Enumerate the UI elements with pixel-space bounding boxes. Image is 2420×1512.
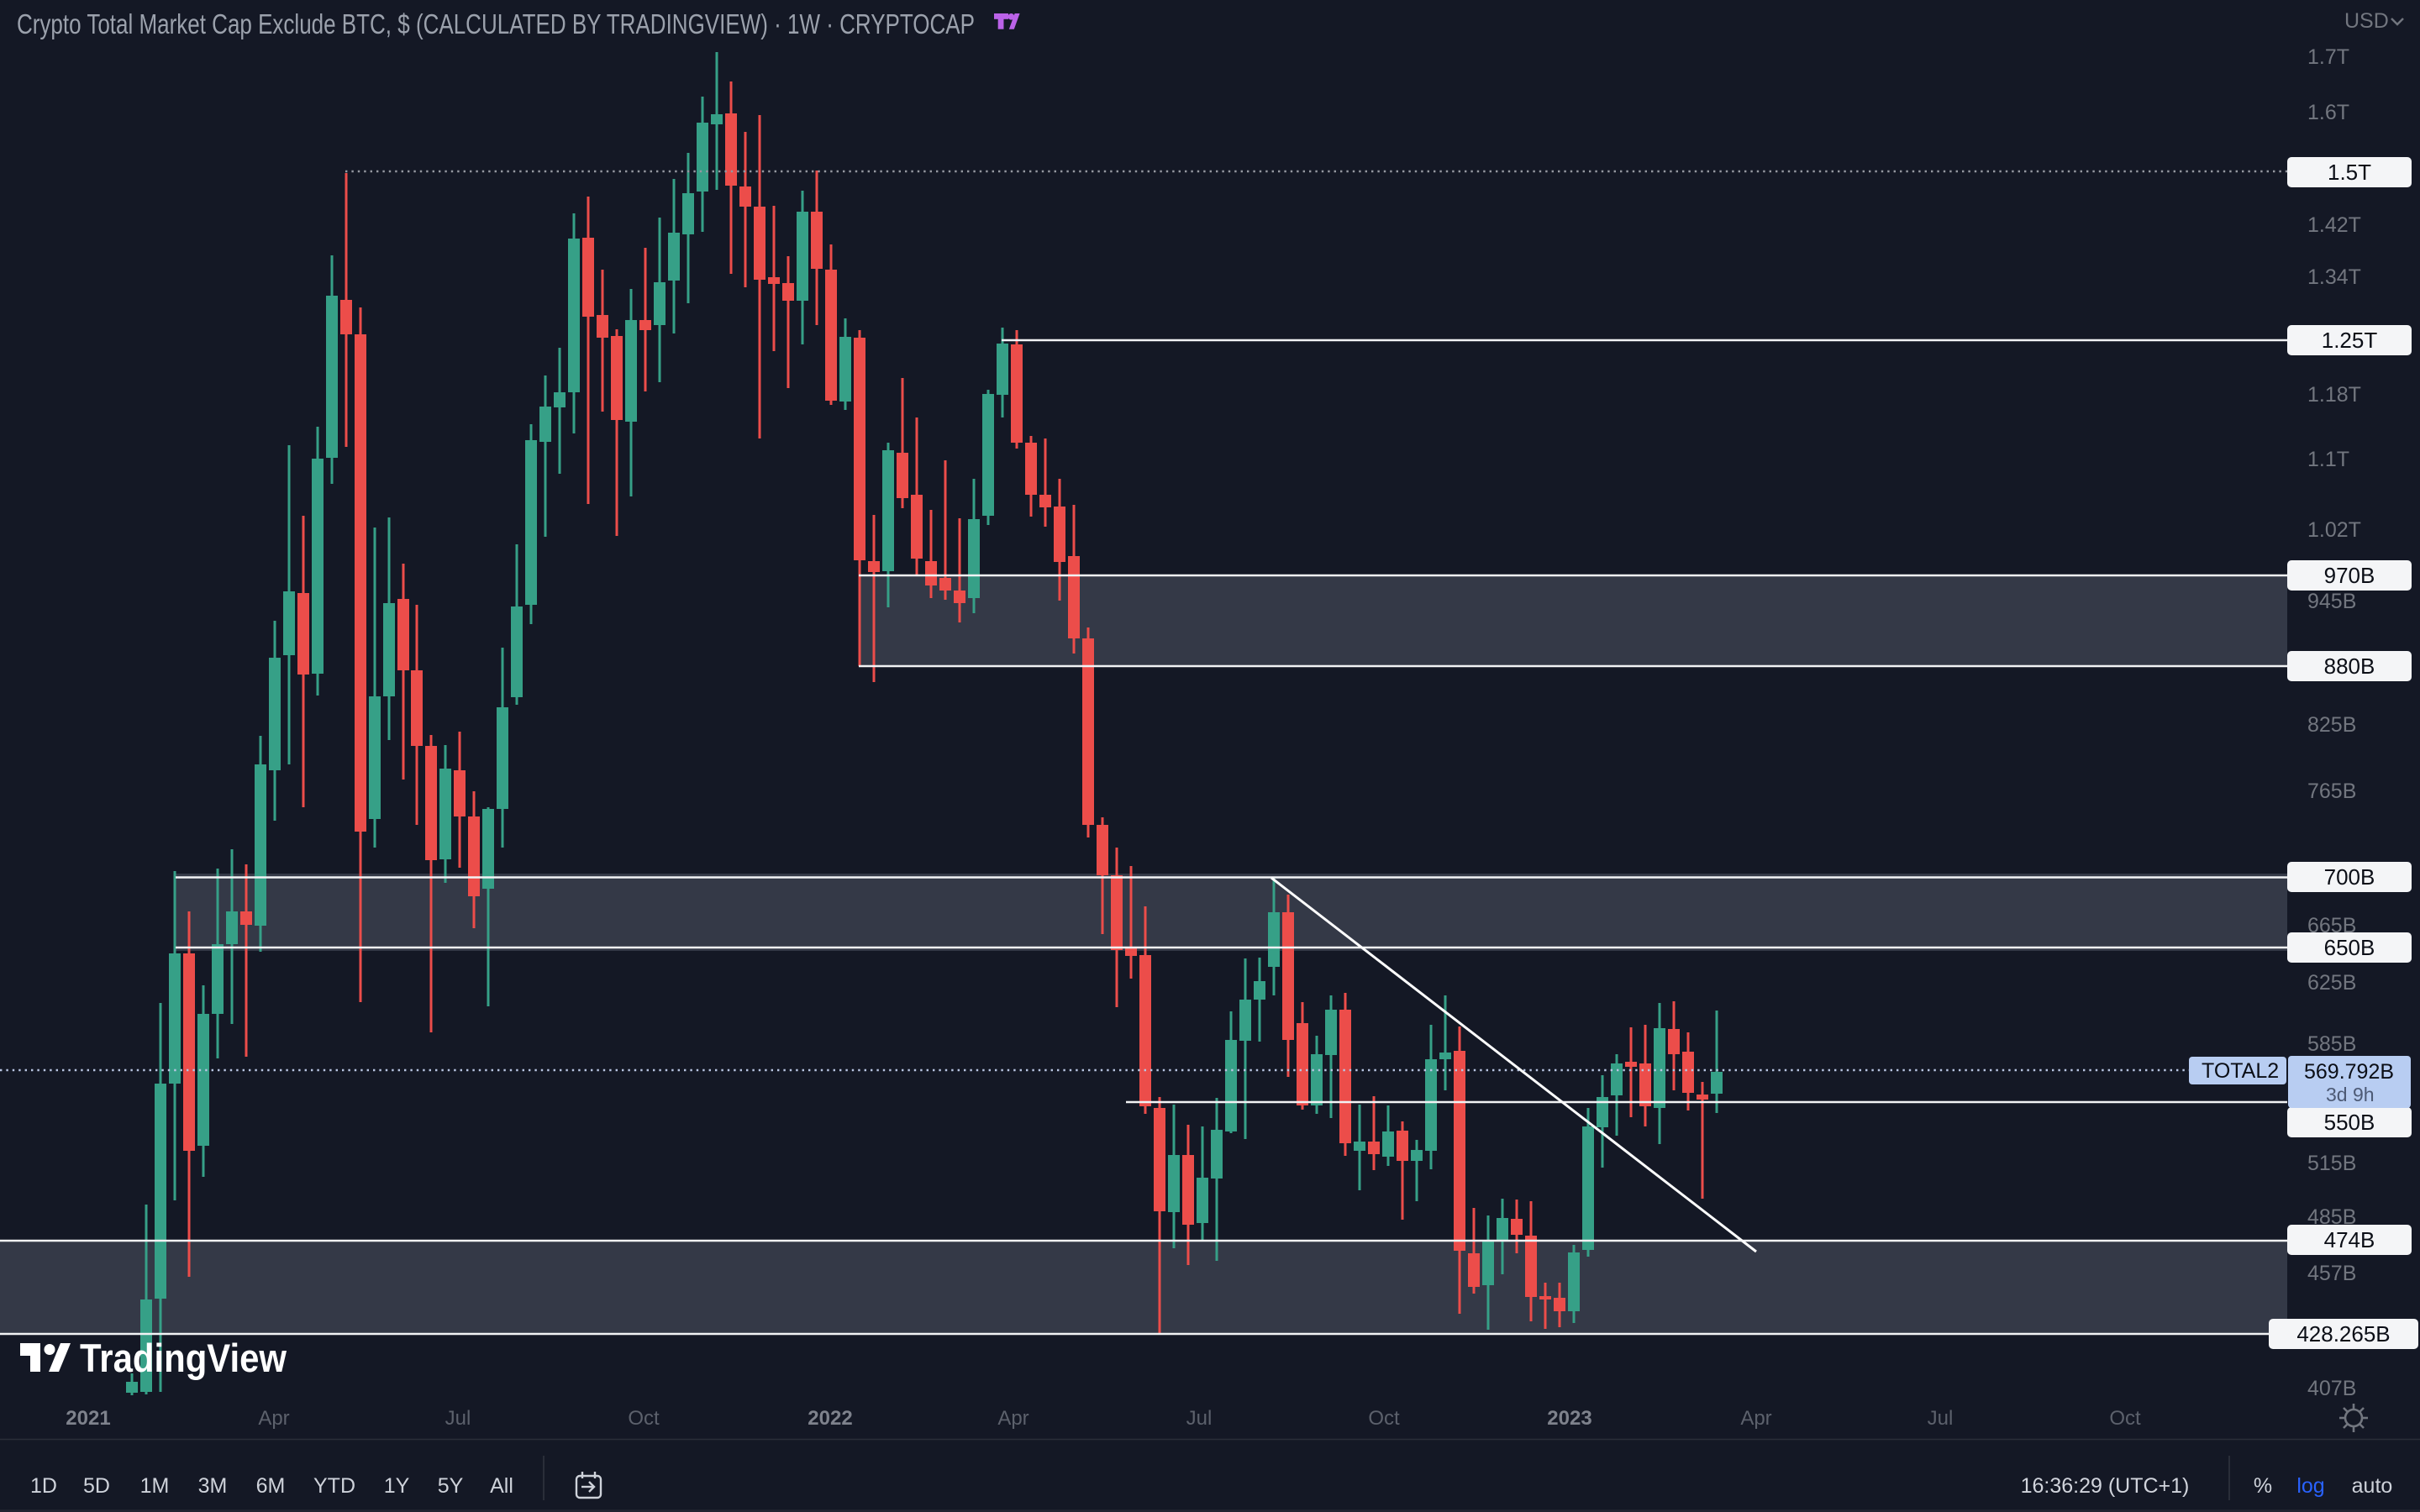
svg-text:Jul: Jul xyxy=(1186,1407,1213,1430)
svg-text:2021: 2021 xyxy=(66,1407,110,1430)
svg-text:USD: USD xyxy=(2344,9,2389,33)
svg-text:YTD: YTD xyxy=(313,1474,355,1498)
svg-text:880B: 880B xyxy=(2324,654,2375,679)
svg-text:16:36:29 (UTC+1): 16:36:29 (UTC+1) xyxy=(2021,1474,2190,1498)
svg-text:1.7T: 1.7T xyxy=(2307,45,2349,69)
svg-text:765B: 765B xyxy=(2307,780,2356,803)
svg-text:6M: 6M xyxy=(256,1474,286,1498)
svg-text:Apr: Apr xyxy=(997,1407,1028,1430)
svg-text:Jul: Jul xyxy=(445,1407,471,1430)
svg-text:550B: 550B xyxy=(2324,1110,2375,1135)
svg-text:log: log xyxy=(2296,1474,2324,1498)
svg-text:2023: 2023 xyxy=(1547,1407,1591,1430)
svg-text:1.1T: 1.1T xyxy=(2307,448,2349,471)
svg-text:Oct: Oct xyxy=(1368,1407,1400,1430)
svg-text:625B: 625B xyxy=(2307,971,2356,995)
svg-text:1.02T: 1.02T xyxy=(2307,518,2361,542)
svg-text:474B: 474B xyxy=(2324,1227,2375,1252)
svg-text:457B: 457B xyxy=(2307,1262,2356,1285)
svg-text:825B: 825B xyxy=(2307,713,2356,737)
svg-text:2022: 2022 xyxy=(808,1407,852,1430)
svg-text:1D: 1D xyxy=(30,1474,57,1498)
svg-text:585B: 585B xyxy=(2307,1032,2356,1056)
svg-text:All: All xyxy=(490,1474,513,1498)
svg-text:515B: 515B xyxy=(2307,1152,2356,1175)
svg-text:970B: 970B xyxy=(2324,563,2375,588)
svg-text:1.42T: 1.42T xyxy=(2307,213,2361,237)
svg-text:569.792B: 569.792B xyxy=(2304,1060,2394,1084)
svg-text:428.265B: 428.265B xyxy=(2296,1321,2390,1347)
svg-text:1.5T: 1.5T xyxy=(2328,160,2371,185)
svg-text:5Y: 5Y xyxy=(438,1474,464,1498)
svg-text:1.34T: 1.34T xyxy=(2307,265,2361,289)
svg-text:5D: 5D xyxy=(83,1474,110,1498)
svg-text:Oct: Oct xyxy=(628,1407,660,1430)
svg-text:Apr: Apr xyxy=(258,1407,289,1430)
svg-text:Jul: Jul xyxy=(1928,1407,1954,1430)
svg-text:3M: 3M xyxy=(198,1474,228,1498)
svg-text:Crypto Total Market Cap Exclud: Crypto Total Market Cap Exclude BTC, $ (… xyxy=(17,8,975,39)
svg-text:1Y: 1Y xyxy=(384,1474,410,1498)
svg-text:650B: 650B xyxy=(2324,935,2375,960)
svg-text:TradingView: TradingView xyxy=(80,1336,287,1380)
svg-text:%: % xyxy=(2254,1474,2272,1498)
svg-text:1.25T: 1.25T xyxy=(2322,328,2378,353)
svg-text:700B: 700B xyxy=(2324,864,2375,890)
svg-text:945B: 945B xyxy=(2307,590,2356,613)
svg-text:TOTAL2: TOTAL2 xyxy=(2202,1059,2279,1083)
svg-text:3d 9h: 3d 9h xyxy=(2326,1084,2375,1105)
svg-text:1.6T: 1.6T xyxy=(2307,101,2349,124)
svg-text:1.18T: 1.18T xyxy=(2307,383,2361,407)
svg-text:Oct: Oct xyxy=(2109,1407,2141,1430)
svg-text:407B: 407B xyxy=(2307,1377,2356,1400)
svg-text:1M: 1M xyxy=(140,1474,170,1498)
svg-text:auto: auto xyxy=(2352,1474,2393,1498)
svg-text:Apr: Apr xyxy=(1740,1407,1771,1430)
